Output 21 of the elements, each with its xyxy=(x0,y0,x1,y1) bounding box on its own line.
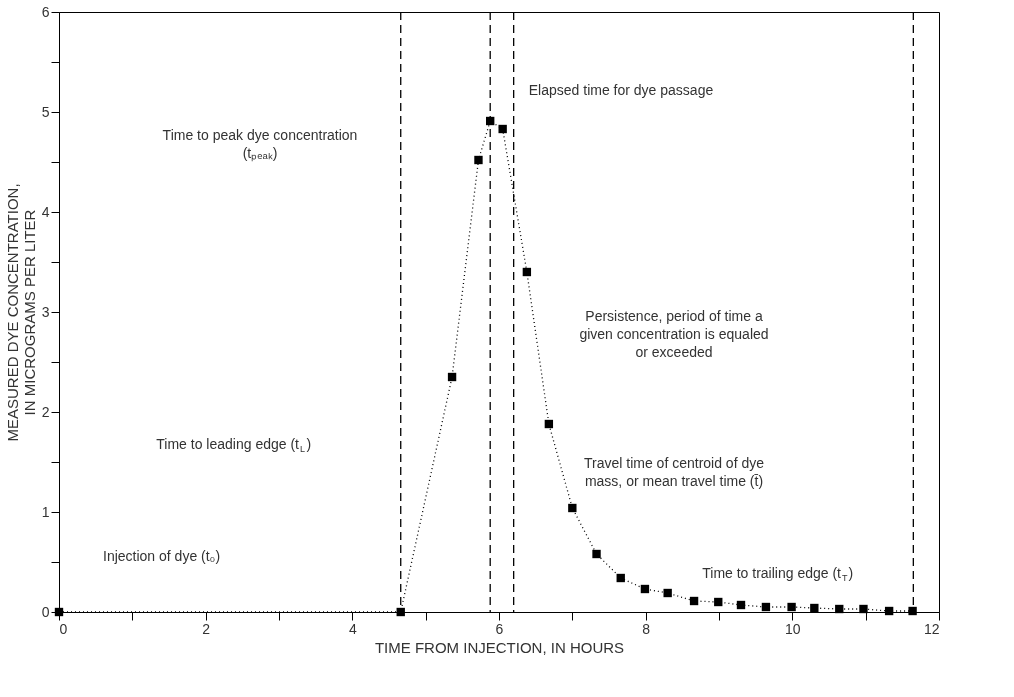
annotation: Travel time of centroid of dye mass, or mean travel time (t̄) xyxy=(583,455,765,489)
annotation: Persistence, period of time a given concentration is equaled or exceeded xyxy=(579,308,769,360)
y-tick-label: 1 xyxy=(41,503,50,520)
x-tick-label: 6 xyxy=(495,620,504,637)
y-tick-label: 5 xyxy=(41,103,50,120)
x-tick-label: 8 xyxy=(642,620,651,637)
x-tick-label: 10 xyxy=(785,620,801,637)
y-tick-label: 3 xyxy=(41,303,50,320)
y-tick-label: 4 xyxy=(41,203,50,220)
annotation: Elapsed time for dye passage xyxy=(528,82,714,98)
x-tick-label: 2 xyxy=(202,620,211,637)
x-tick-label: 0 xyxy=(59,620,68,637)
y-tick-label: 6 xyxy=(41,3,50,20)
x-tick-label: 4 xyxy=(348,620,357,637)
annotation: Injection of dye (t₀) xyxy=(103,548,221,564)
y-axis-title: MEASURED DYE CONCENTRATION, IN MICROGRAMS PER LITER xyxy=(3,183,38,442)
x-axis-title: TIME FROM INJECTION, IN HOURS xyxy=(374,638,625,656)
x-tick-label: 12 xyxy=(923,620,940,637)
y-tick-label: 2 xyxy=(41,403,50,420)
annotation: Time to peak dye concentration (tₚₑₐₖ) xyxy=(162,127,358,162)
y-tick-label: 0 xyxy=(41,603,50,620)
